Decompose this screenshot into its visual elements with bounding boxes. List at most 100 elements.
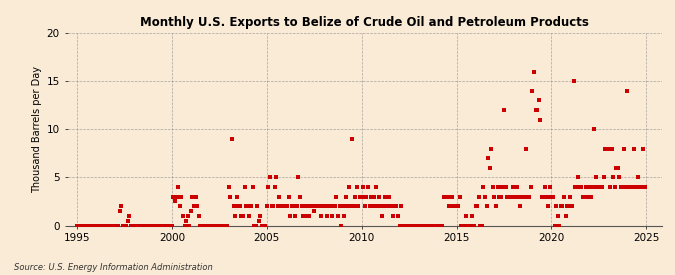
Point bbox=[340, 194, 351, 199]
Point bbox=[408, 223, 419, 228]
Point bbox=[549, 223, 560, 228]
Point bbox=[445, 194, 456, 199]
Point bbox=[448, 204, 459, 208]
Point bbox=[242, 204, 253, 208]
Point bbox=[193, 214, 204, 218]
Point bbox=[277, 204, 288, 208]
Point bbox=[369, 194, 380, 199]
Point bbox=[560, 214, 571, 218]
Point bbox=[181, 218, 192, 223]
Point bbox=[142, 223, 153, 228]
Point bbox=[443, 204, 454, 208]
Point bbox=[616, 185, 626, 189]
Point bbox=[576, 185, 587, 189]
Point bbox=[201, 223, 212, 228]
Point bbox=[464, 223, 475, 228]
Point bbox=[551, 204, 562, 208]
Point bbox=[487, 185, 498, 189]
Point bbox=[525, 185, 536, 189]
Point bbox=[329, 204, 340, 208]
Point bbox=[80, 223, 90, 228]
Point bbox=[612, 166, 623, 170]
Point bbox=[634, 185, 645, 189]
Point bbox=[462, 223, 473, 228]
Point bbox=[511, 185, 522, 189]
Point bbox=[371, 185, 381, 189]
Point bbox=[394, 223, 405, 228]
Point bbox=[217, 223, 228, 228]
Point bbox=[122, 218, 133, 223]
Point bbox=[441, 194, 452, 199]
Point bbox=[247, 185, 258, 189]
Point bbox=[364, 204, 375, 208]
Point bbox=[535, 117, 546, 122]
Point bbox=[478, 185, 489, 189]
Point bbox=[260, 223, 271, 228]
Point bbox=[414, 223, 425, 228]
Point bbox=[308, 209, 319, 213]
Point bbox=[531, 108, 541, 112]
Point bbox=[429, 223, 440, 228]
Point bbox=[453, 204, 464, 208]
Point bbox=[410, 223, 421, 228]
Point bbox=[383, 194, 394, 199]
Point bbox=[284, 194, 294, 199]
Point bbox=[591, 175, 601, 180]
Point bbox=[358, 185, 369, 189]
Point bbox=[195, 223, 206, 228]
Point bbox=[301, 214, 312, 218]
Point bbox=[451, 204, 462, 208]
Point bbox=[138, 223, 148, 228]
Point bbox=[468, 223, 479, 228]
Point bbox=[626, 185, 637, 189]
Point bbox=[413, 223, 424, 228]
Point bbox=[601, 146, 612, 151]
Point bbox=[155, 223, 166, 228]
Point bbox=[290, 214, 300, 218]
Point bbox=[543, 204, 554, 208]
Point bbox=[87, 223, 98, 228]
Point bbox=[419, 223, 430, 228]
Point bbox=[630, 185, 641, 189]
Point bbox=[562, 204, 572, 208]
Point bbox=[146, 223, 157, 228]
Point bbox=[353, 204, 364, 208]
Point bbox=[505, 194, 516, 199]
Point bbox=[622, 89, 632, 93]
Point bbox=[425, 223, 435, 228]
Point bbox=[107, 223, 117, 228]
Point bbox=[135, 223, 146, 228]
Point bbox=[583, 194, 593, 199]
Point bbox=[246, 204, 256, 208]
Point bbox=[266, 204, 277, 208]
Point bbox=[492, 185, 503, 189]
Point bbox=[480, 194, 491, 199]
Point bbox=[186, 209, 196, 213]
Point bbox=[402, 223, 413, 228]
Point bbox=[190, 194, 201, 199]
Point bbox=[344, 185, 354, 189]
Point bbox=[219, 223, 230, 228]
Point bbox=[485, 166, 495, 170]
Point bbox=[559, 194, 570, 199]
Point bbox=[598, 175, 609, 180]
Point bbox=[127, 223, 138, 228]
Point bbox=[100, 223, 111, 228]
Point bbox=[89, 223, 100, 228]
Point bbox=[538, 194, 549, 199]
Point bbox=[121, 223, 132, 228]
Point bbox=[345, 204, 356, 208]
Point bbox=[638, 146, 649, 151]
Point bbox=[328, 204, 339, 208]
Point bbox=[325, 204, 335, 208]
Point bbox=[334, 204, 345, 208]
Point bbox=[454, 194, 465, 199]
Point bbox=[144, 223, 155, 228]
Point bbox=[167, 223, 178, 228]
Point bbox=[389, 204, 400, 208]
Point bbox=[578, 194, 589, 199]
Point bbox=[136, 223, 147, 228]
Point bbox=[450, 204, 460, 208]
Point bbox=[339, 214, 350, 218]
Point bbox=[486, 146, 497, 151]
